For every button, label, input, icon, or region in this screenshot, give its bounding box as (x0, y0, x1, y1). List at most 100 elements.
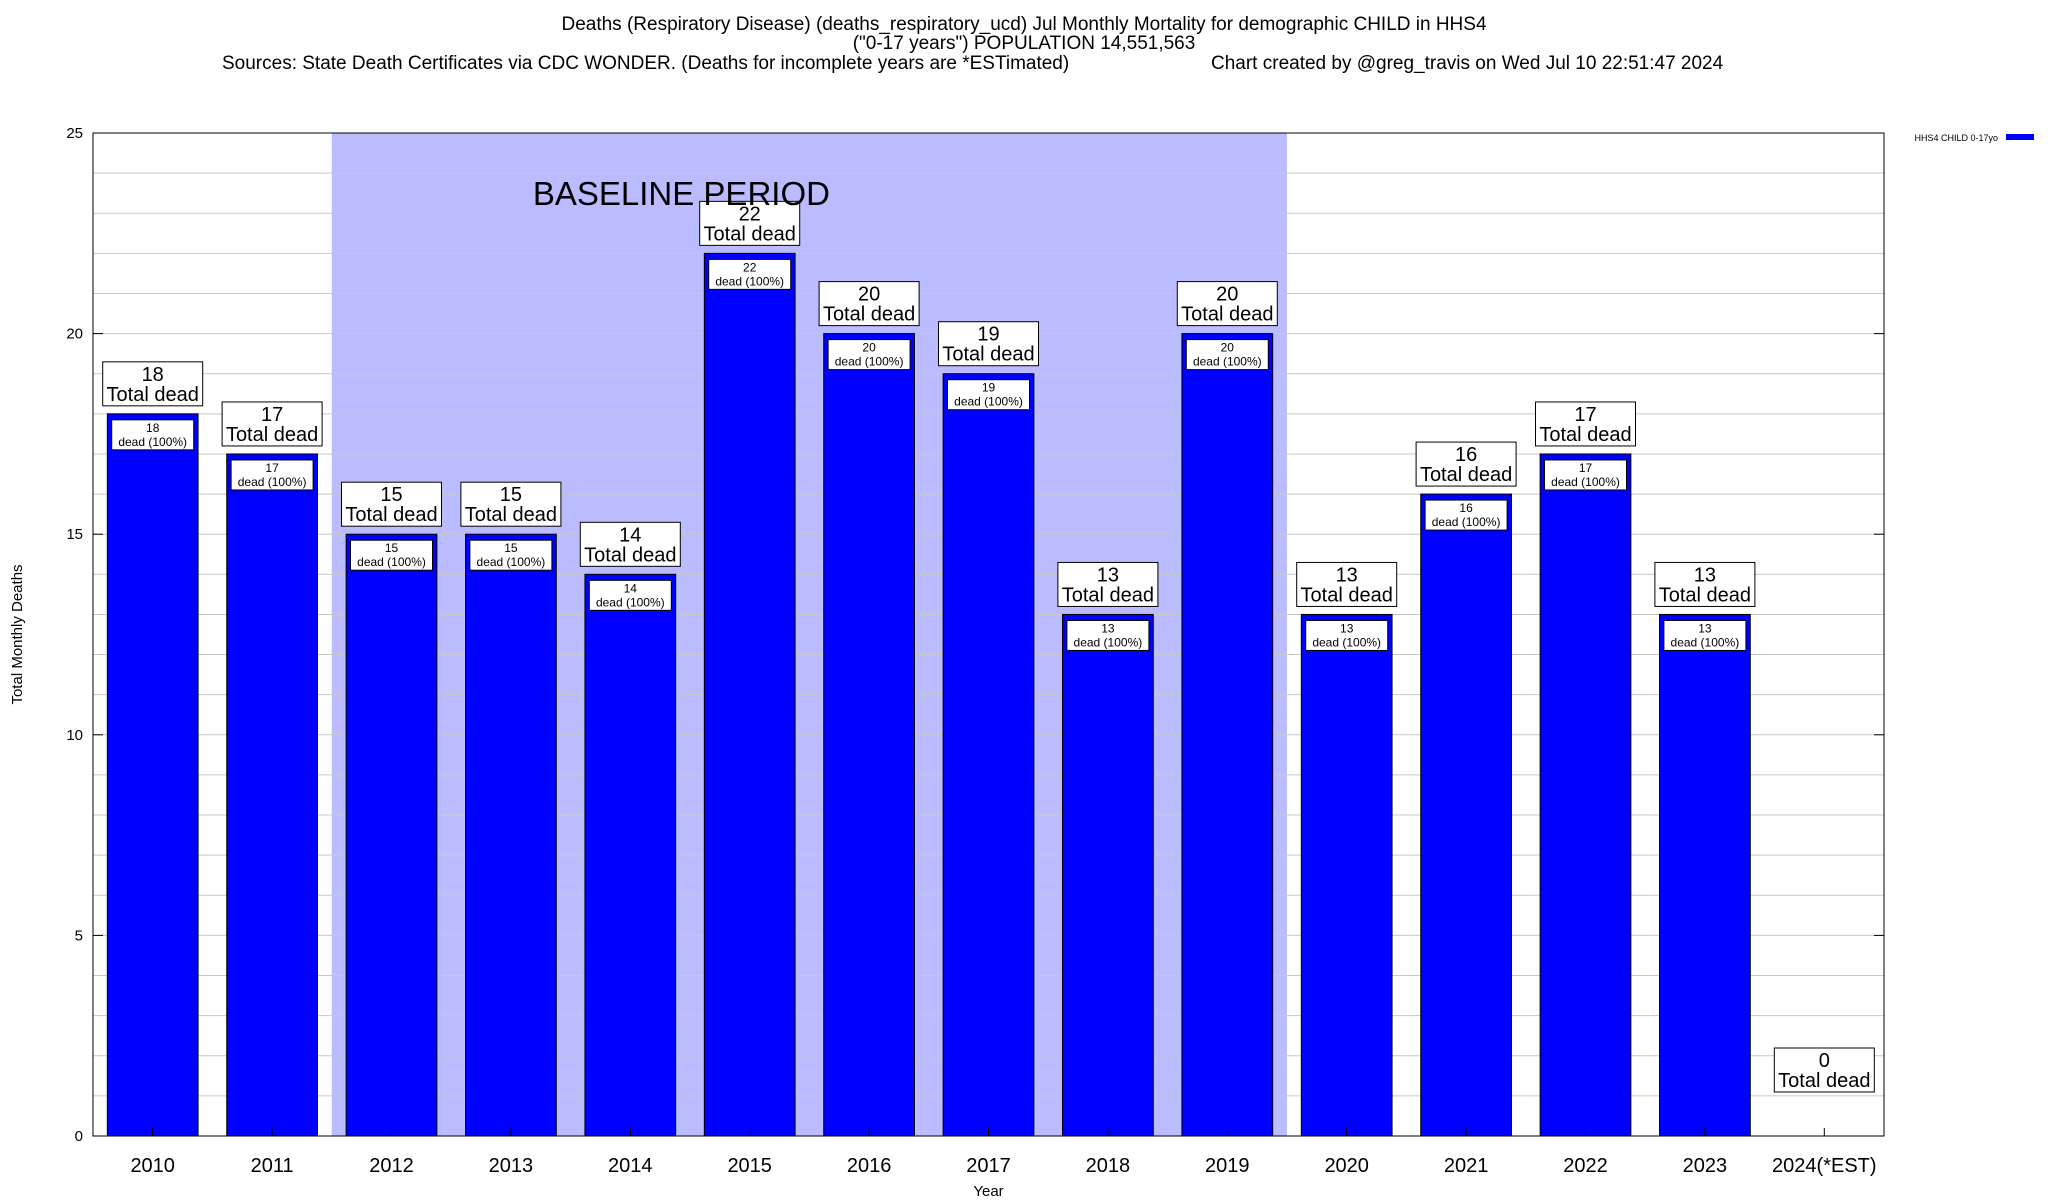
inner-label-box (588, 579, 672, 611)
x-tick-label: 2010 (130, 1155, 175, 1177)
inner-label-count: 17 (1579, 461, 1593, 475)
inner-label-text: dead (100%) (477, 555, 546, 569)
top-label-box (818, 281, 920, 327)
bar (345, 533, 438, 1137)
top-label-text: Total dead (1659, 584, 1751, 606)
top-label-count: 13 (1694, 564, 1716, 586)
top-label-box (102, 361, 204, 407)
bar (1181, 333, 1274, 1137)
inner-label-text: dead (100%) (715, 274, 784, 288)
top-label-text: Total dead (1539, 424, 1631, 446)
chart-credit: Chart created by @greg_travis on Wed Jul… (1211, 53, 1724, 74)
top-label-box (1415, 441, 1517, 487)
inner-label-box (111, 419, 195, 451)
inner-label-box (1305, 619, 1389, 651)
inner-label-box (827, 339, 911, 371)
inner-label-text: dead (100%) (1312, 635, 1381, 649)
bars (106, 252, 1751, 1137)
bar (823, 333, 915, 1137)
top-label-box (460, 481, 562, 527)
top-label-count: 17 (1574, 404, 1596, 426)
chart-sources: Sources: State Death Certificates via CD… (222, 53, 1070, 74)
top-label-text: Total dead (1062, 584, 1154, 606)
x-tick-label: 2020 (1324, 1155, 1369, 1177)
bar (942, 373, 1035, 1137)
bar (1539, 453, 1632, 1137)
top-label-count: 16 (1455, 444, 1477, 466)
bar (465, 533, 557, 1137)
inner-label-text: dead (100%) (118, 435, 187, 449)
top-label-count: 19 (977, 324, 999, 346)
top-label-box (1773, 1047, 1875, 1093)
top-label-box (221, 401, 323, 447)
top-label-box (579, 521, 681, 567)
inner-label-text: dead (100%) (1432, 515, 1501, 529)
inner-label-box (469, 539, 553, 571)
inner-label-count: 16 (1459, 501, 1473, 515)
x-axis: 2010 2011 2012 2013 2014 2015 2016 2017 2018 2019… (130, 1128, 1877, 1177)
inner-label-text: dead (100%) (835, 355, 904, 369)
top-label-count: 13 (1097, 564, 1119, 586)
top-label-count: 17 (261, 404, 283, 426)
inner-label-text: dead (100%) (357, 555, 426, 569)
inner-label-count: 22 (743, 260, 757, 274)
inner-label-count: 15 (385, 541, 399, 555)
inner-label-box (1066, 619, 1150, 651)
y-axis: 0 5 10 15 20 25 (66, 125, 1884, 1145)
top-label-text: Total dead (1420, 464, 1512, 486)
baseline-period-label: BASELINE PERIOD (533, 175, 830, 212)
top-label-text: Total dead (823, 304, 915, 326)
chart-title-line-1: Deaths (Respiratory Disease) (deaths_res… (561, 14, 1487, 35)
y-tick-label: 0 (75, 1128, 83, 1145)
x-tick-label: 2024(*EST) (1772, 1155, 1877, 1177)
top-label-count: 18 (142, 364, 164, 386)
x-tick-label: 2021 (1444, 1155, 1489, 1177)
inner-label-text: dead (100%) (1671, 635, 1740, 649)
top-label-count: 22 (739, 203, 761, 225)
top-label-text: Total dead (226, 424, 318, 446)
top-label-text: Total dead (1778, 1070, 1870, 1092)
y-tick-label: 10 (66, 727, 83, 744)
top-label-box (1654, 561, 1756, 607)
top-label-box (699, 200, 801, 246)
inner-label-box (947, 379, 1030, 411)
top-label-text: Total dead (465, 504, 557, 526)
top-label-text: Total dead (107, 384, 199, 406)
x-tick-label: 2022 (1563, 1155, 1608, 1177)
top-label-box (1535, 401, 1636, 447)
inner-label-count: 20 (1221, 341, 1235, 355)
bar (106, 413, 199, 1137)
x-tick-label: 2018 (1086, 1155, 1131, 1177)
inner-label-text: dead (100%) (1074, 635, 1143, 649)
inner-label-text: dead (100%) (1193, 355, 1262, 369)
inner-label-count: 13 (1698, 621, 1712, 635)
top-label-count: 15 (500, 484, 522, 506)
bar (1300, 613, 1393, 1137)
top-label-text: Total dead (942, 344, 1034, 366)
inner-label-count: 20 (862, 341, 876, 355)
bar (1062, 613, 1154, 1137)
x-axis-label: Year (973, 1183, 1003, 1200)
inner-label-box (230, 459, 314, 491)
inner-label-text: dead (100%) (1551, 475, 1620, 489)
top-label-count: 14 (619, 524, 641, 546)
inner-label-count: 13 (1340, 621, 1354, 635)
bar (226, 453, 318, 1137)
x-tick-label: 2011 (251, 1155, 294, 1177)
chart-title-line-2: ("0-17 years") POPULATION 14,551,563 (852, 33, 1196, 54)
inner-label-count: 15 (504, 541, 518, 555)
inner-label-text: dead (100%) (954, 395, 1023, 409)
top-label-box (1176, 281, 1278, 327)
inner-label-box (350, 539, 433, 571)
y-tick-label: 15 (66, 526, 83, 543)
x-tick-label: 2013 (489, 1155, 534, 1177)
y-axis-label: Total Monthly Deaths (9, 564, 26, 704)
top-label-count: 0 (1819, 1050, 1830, 1072)
legend-label: HHS4 CHILD 0-17yo (1914, 133, 1998, 143)
y-tick-label: 5 (75, 927, 83, 944)
y-tick-label: 20 (66, 326, 83, 343)
inner-label-text: dead (100%) (596, 595, 665, 609)
x-tick-label: 2014 (608, 1155, 653, 1177)
top-label-box (341, 481, 442, 527)
